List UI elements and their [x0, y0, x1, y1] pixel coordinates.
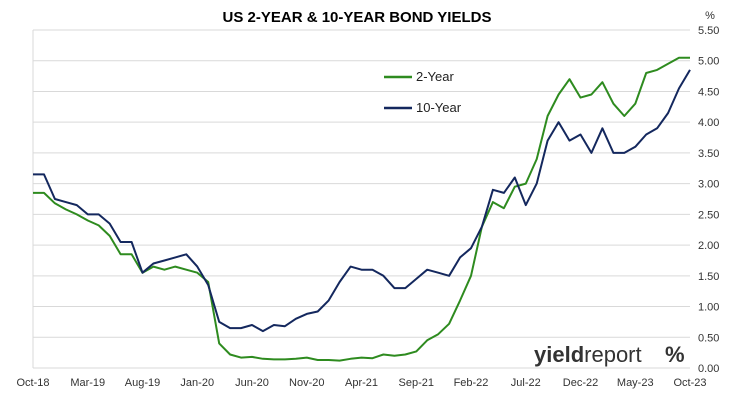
x-tick-label: Aug-19 — [125, 377, 160, 389]
x-tick-label: Jun-20 — [235, 377, 269, 389]
x-tick-label: Jan-20 — [180, 377, 214, 389]
x-tick-label: Apr-21 — [345, 377, 378, 389]
y-axis: 0.00 0.50 1.00 1.50 2.00 2.50 3.00 3.50 4.00 4.50… — [698, 25, 719, 375]
x-tick-label: Feb-22 — [454, 377, 489, 389]
y-axis-unit: % — [705, 10, 715, 22]
series-line-2-year — [33, 56, 690, 362]
x-tick-label: Sep-21 — [399, 377, 434, 389]
series-lines — [33, 56, 691, 362]
x-tick-label: Nov-20 — [289, 377, 324, 389]
legend-label-2-year: 2-Year — [416, 69, 454, 84]
x-tick-label: Oct-18 — [16, 377, 49, 389]
y-tick-label: 2.50 — [698, 209, 719, 221]
y-tick-label: 1.50 — [698, 271, 719, 283]
yieldreport-logo: yieldreport % — [534, 342, 685, 367]
gridlines — [32, 29, 690, 369]
x-tick-label: Oct-23 — [673, 377, 706, 389]
x-tick-label: Mar-19 — [70, 377, 105, 389]
y-tick-label: 5.50 — [698, 25, 719, 37]
y-tick-label: 4.00 — [698, 117, 719, 129]
y-tick-label: 3.50 — [698, 148, 719, 160]
legend: 2-Year 10-Year — [384, 69, 462, 115]
x-tick-label: Jul-22 — [511, 377, 541, 389]
y-tick-label: 3.00 — [698, 179, 719, 191]
y-tick-label: 4.50 — [698, 86, 719, 98]
x-tick-label: May-23 — [617, 377, 654, 389]
x-tick-label: Dec-22 — [563, 377, 598, 389]
y-tick-label: 2.00 — [698, 240, 719, 252]
y-tick-label: 1.00 — [698, 302, 719, 314]
logo-wordmark: yieldreport — [534, 342, 642, 367]
y-tick-label: 5.00 — [698, 56, 719, 68]
logo-percent-icon: % — [665, 342, 685, 367]
x-axis: Oct-18 Mar-19 Aug-19 Jan-20 Jun-20 Nov-20 Apr-… — [16, 377, 706, 389]
y-tick-label: 0.00 — [698, 363, 719, 375]
y-tick-label: 0.50 — [698, 332, 719, 344]
chart-title: US 2-YEAR & 10-YEAR BOND YIELDS — [223, 9, 492, 26]
legend-label-10-year: 10-Year — [416, 100, 462, 115]
series-line-10-year — [33, 69, 691, 333]
